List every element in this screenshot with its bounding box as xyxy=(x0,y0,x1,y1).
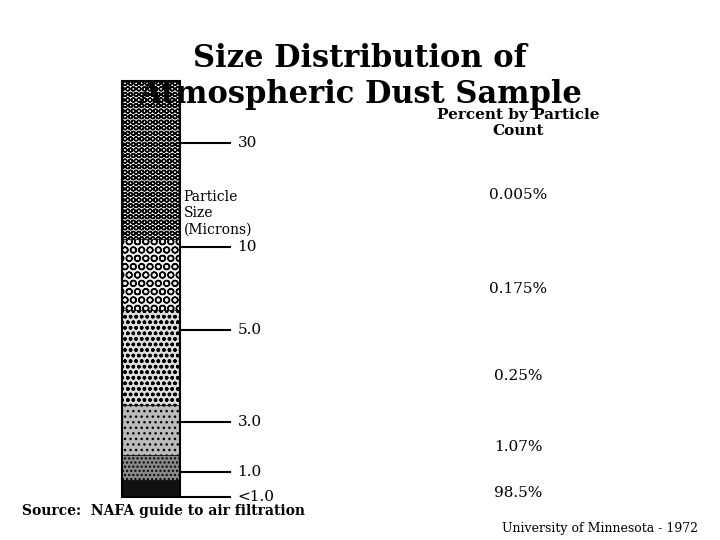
Text: 1.07%: 1.07% xyxy=(494,440,543,454)
Text: 30: 30 xyxy=(238,137,257,150)
Text: <1.0: <1.0 xyxy=(238,490,274,504)
FancyBboxPatch shape xyxy=(122,480,180,497)
Text: Percent by Particle
Count: Percent by Particle Count xyxy=(437,108,600,138)
Text: 3.0: 3.0 xyxy=(238,415,262,429)
Text: 0.005%: 0.005% xyxy=(490,188,547,202)
Text: 10: 10 xyxy=(238,240,257,254)
FancyBboxPatch shape xyxy=(122,81,180,239)
Text: 0.25%: 0.25% xyxy=(494,369,543,383)
FancyBboxPatch shape xyxy=(122,406,180,455)
FancyBboxPatch shape xyxy=(122,239,180,309)
Text: 1.0: 1.0 xyxy=(238,465,262,479)
Text: Particle
Size
(Microns): Particle Size (Microns) xyxy=(184,190,252,237)
FancyBboxPatch shape xyxy=(122,309,180,406)
Text: University of Minnesota - 1972: University of Minnesota - 1972 xyxy=(503,522,698,535)
Text: 98.5%: 98.5% xyxy=(494,485,543,500)
Text: Size Distribution of
Atmospheric Dust Sample: Size Distribution of Atmospheric Dust Sa… xyxy=(138,43,582,110)
Text: 5.0: 5.0 xyxy=(238,323,262,338)
FancyBboxPatch shape xyxy=(122,455,180,480)
Text: 0.175%: 0.175% xyxy=(490,282,547,296)
Text: Source:  NAFA guide to air filtration: Source: NAFA guide to air filtration xyxy=(22,504,305,518)
